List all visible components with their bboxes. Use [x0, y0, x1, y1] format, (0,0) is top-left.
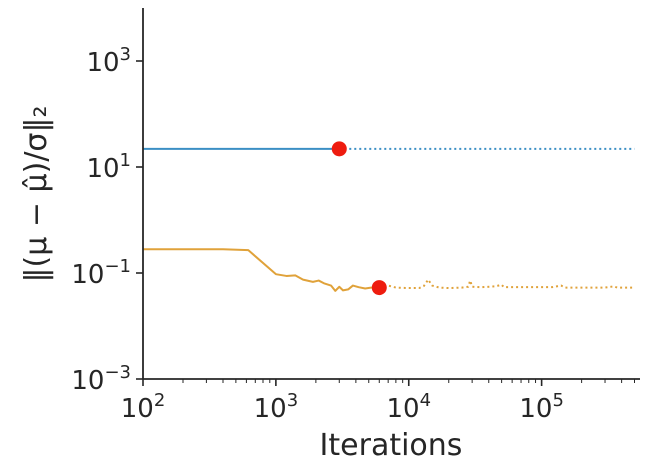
y-tick-label-1: 10−3	[71, 362, 131, 396]
y-tick-label-4: 103	[86, 44, 131, 78]
series-2-dotted-line	[379, 277, 635, 290]
x-tick-label-4: 105	[519, 390, 564, 424]
y-axis-title: ‖(μ − μ̂)/σ‖₂	[19, 106, 54, 283]
x-tick-label-2: 103	[254, 390, 299, 424]
y-tick-label-2: 10−1	[71, 256, 131, 290]
y-tick-label-3: 101	[86, 150, 131, 184]
x-tick-label-1: 102	[121, 390, 166, 424]
series-2-solid-line	[143, 248, 380, 292]
plot-area	[143, 141, 635, 296]
ticks: 102 103 104 105 10−3 10−1 101 103	[71, 44, 635, 424]
axes	[142, 8, 640, 380]
series-2-marker	[371, 280, 387, 296]
series-1-marker	[331, 141, 347, 157]
x-axis-title: Iterations	[320, 428, 463, 463]
x-tick-label-3: 104	[386, 390, 431, 424]
